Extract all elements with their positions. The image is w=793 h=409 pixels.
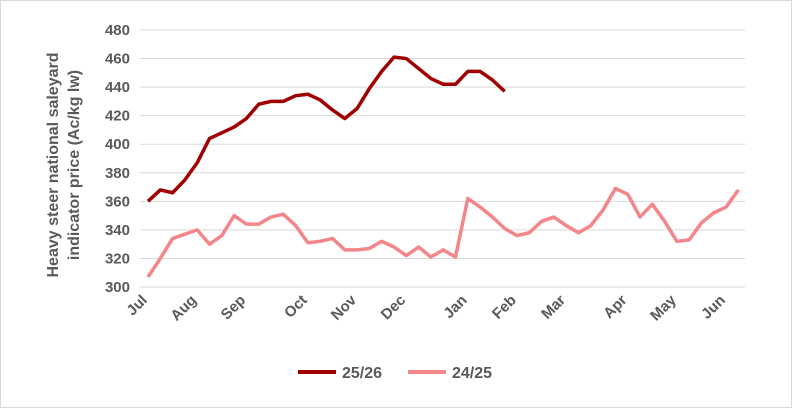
y-tick-label: 380	[105, 165, 130, 182]
y-tick-label: 480	[105, 22, 130, 39]
legend-label: 25/26	[342, 365, 382, 382]
y-axis-title: Heavy steer national saleyard indicator …	[45, 52, 83, 277]
y-tick-label: 440	[105, 79, 130, 96]
series-line	[146, 55, 506, 203]
y-tick-label: 300	[105, 279, 130, 296]
legend-label: 24/25	[452, 365, 492, 382]
y-tick-label: 340	[105, 222, 130, 239]
y-tick-label: 320	[105, 250, 130, 267]
y-tick-label: 460	[105, 51, 130, 68]
y-axis-title-line: indicator price (Ac/kg lw)	[66, 70, 83, 260]
series-line	[146, 186, 740, 278]
y-tick-label: 420	[105, 108, 130, 125]
y-axis-title-line: Heavy steer national saleyard	[45, 52, 62, 277]
y-tick-label: 360	[105, 193, 130, 210]
y-tick-label: 400	[105, 136, 130, 153]
